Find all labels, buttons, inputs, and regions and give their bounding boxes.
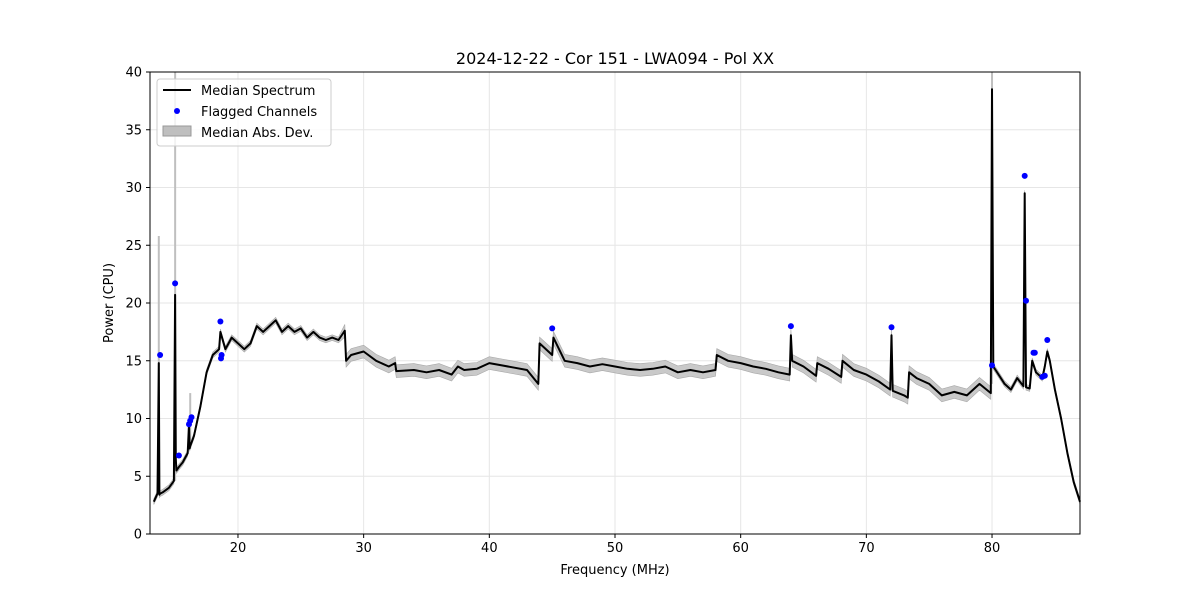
y-axis-label: Power (CPU) <box>102 263 117 343</box>
x-tick-label: 70 <box>858 541 875 556</box>
y-tick-label: 15 <box>125 354 142 369</box>
x-tick-label: 60 <box>732 541 749 556</box>
legend-mad-label: Median Abs. Dev. <box>201 126 313 141</box>
flagged-channel-point <box>188 414 195 421</box>
legend-median-label: Median Spectrum <box>201 84 315 99</box>
flagged-channel-point <box>217 318 224 325</box>
legend-flagged-label: Flagged Channels <box>201 105 317 120</box>
flagged-channel-point <box>787 323 794 330</box>
flagged-channel-point <box>1021 172 1028 179</box>
flagged-channel-point <box>172 280 179 287</box>
x-tick-label: 50 <box>607 541 624 556</box>
y-tick-label: 35 <box>125 123 142 138</box>
flagged-channel-point <box>1031 349 1038 356</box>
x-tick-label: 80 <box>984 541 1001 556</box>
flagged-channel-point <box>1041 372 1048 379</box>
x-tick-label: 40 <box>481 541 498 556</box>
flagged-channel-point <box>175 452 182 459</box>
x-tick-label: 20 <box>230 541 247 556</box>
y-tick-label: 30 <box>125 181 142 196</box>
flagged-channel-point <box>888 324 895 331</box>
flagged-channels-points <box>157 172 1051 459</box>
median-spectrum-path <box>152 88 1081 503</box>
y-tick-label: 20 <box>125 297 142 312</box>
flagged-channel-point <box>157 352 164 358</box>
legend-mad-swatch <box>162 125 192 137</box>
flagged-channel-point <box>1044 337 1051 343</box>
flagged-channel-point <box>989 362 995 369</box>
legend-box <box>156 78 332 147</box>
y-tick-label: 5 <box>134 470 142 485</box>
y-tick-label: 40 <box>125 66 142 81</box>
flagged-channel-point <box>549 325 556 332</box>
legend: Median Spectrum Flagged Channels Median … <box>156 78 332 147</box>
median-spectrum-line <box>152 88 1081 503</box>
chart-title: 2024-12-22 - Cor 151 - LWA094 - Pol XX <box>456 49 774 68</box>
y-tick-label: 10 <box>125 412 142 427</box>
legend-flagged-swatch <box>174 108 180 114</box>
y-tick-label: 0 <box>134 528 142 543</box>
flagged-channel-point <box>218 352 225 358</box>
x-tick-label: 30 <box>355 541 372 556</box>
x-axis-label: Frequency (MHz) <box>560 563 669 578</box>
flagged-channel-point <box>1023 297 1029 304</box>
axis-ticks: 20 30 40 50 60 70 80 0 5 10 15 20 25 30 35 40 <box>125 66 1000 557</box>
y-tick-label: 25 <box>125 239 142 254</box>
